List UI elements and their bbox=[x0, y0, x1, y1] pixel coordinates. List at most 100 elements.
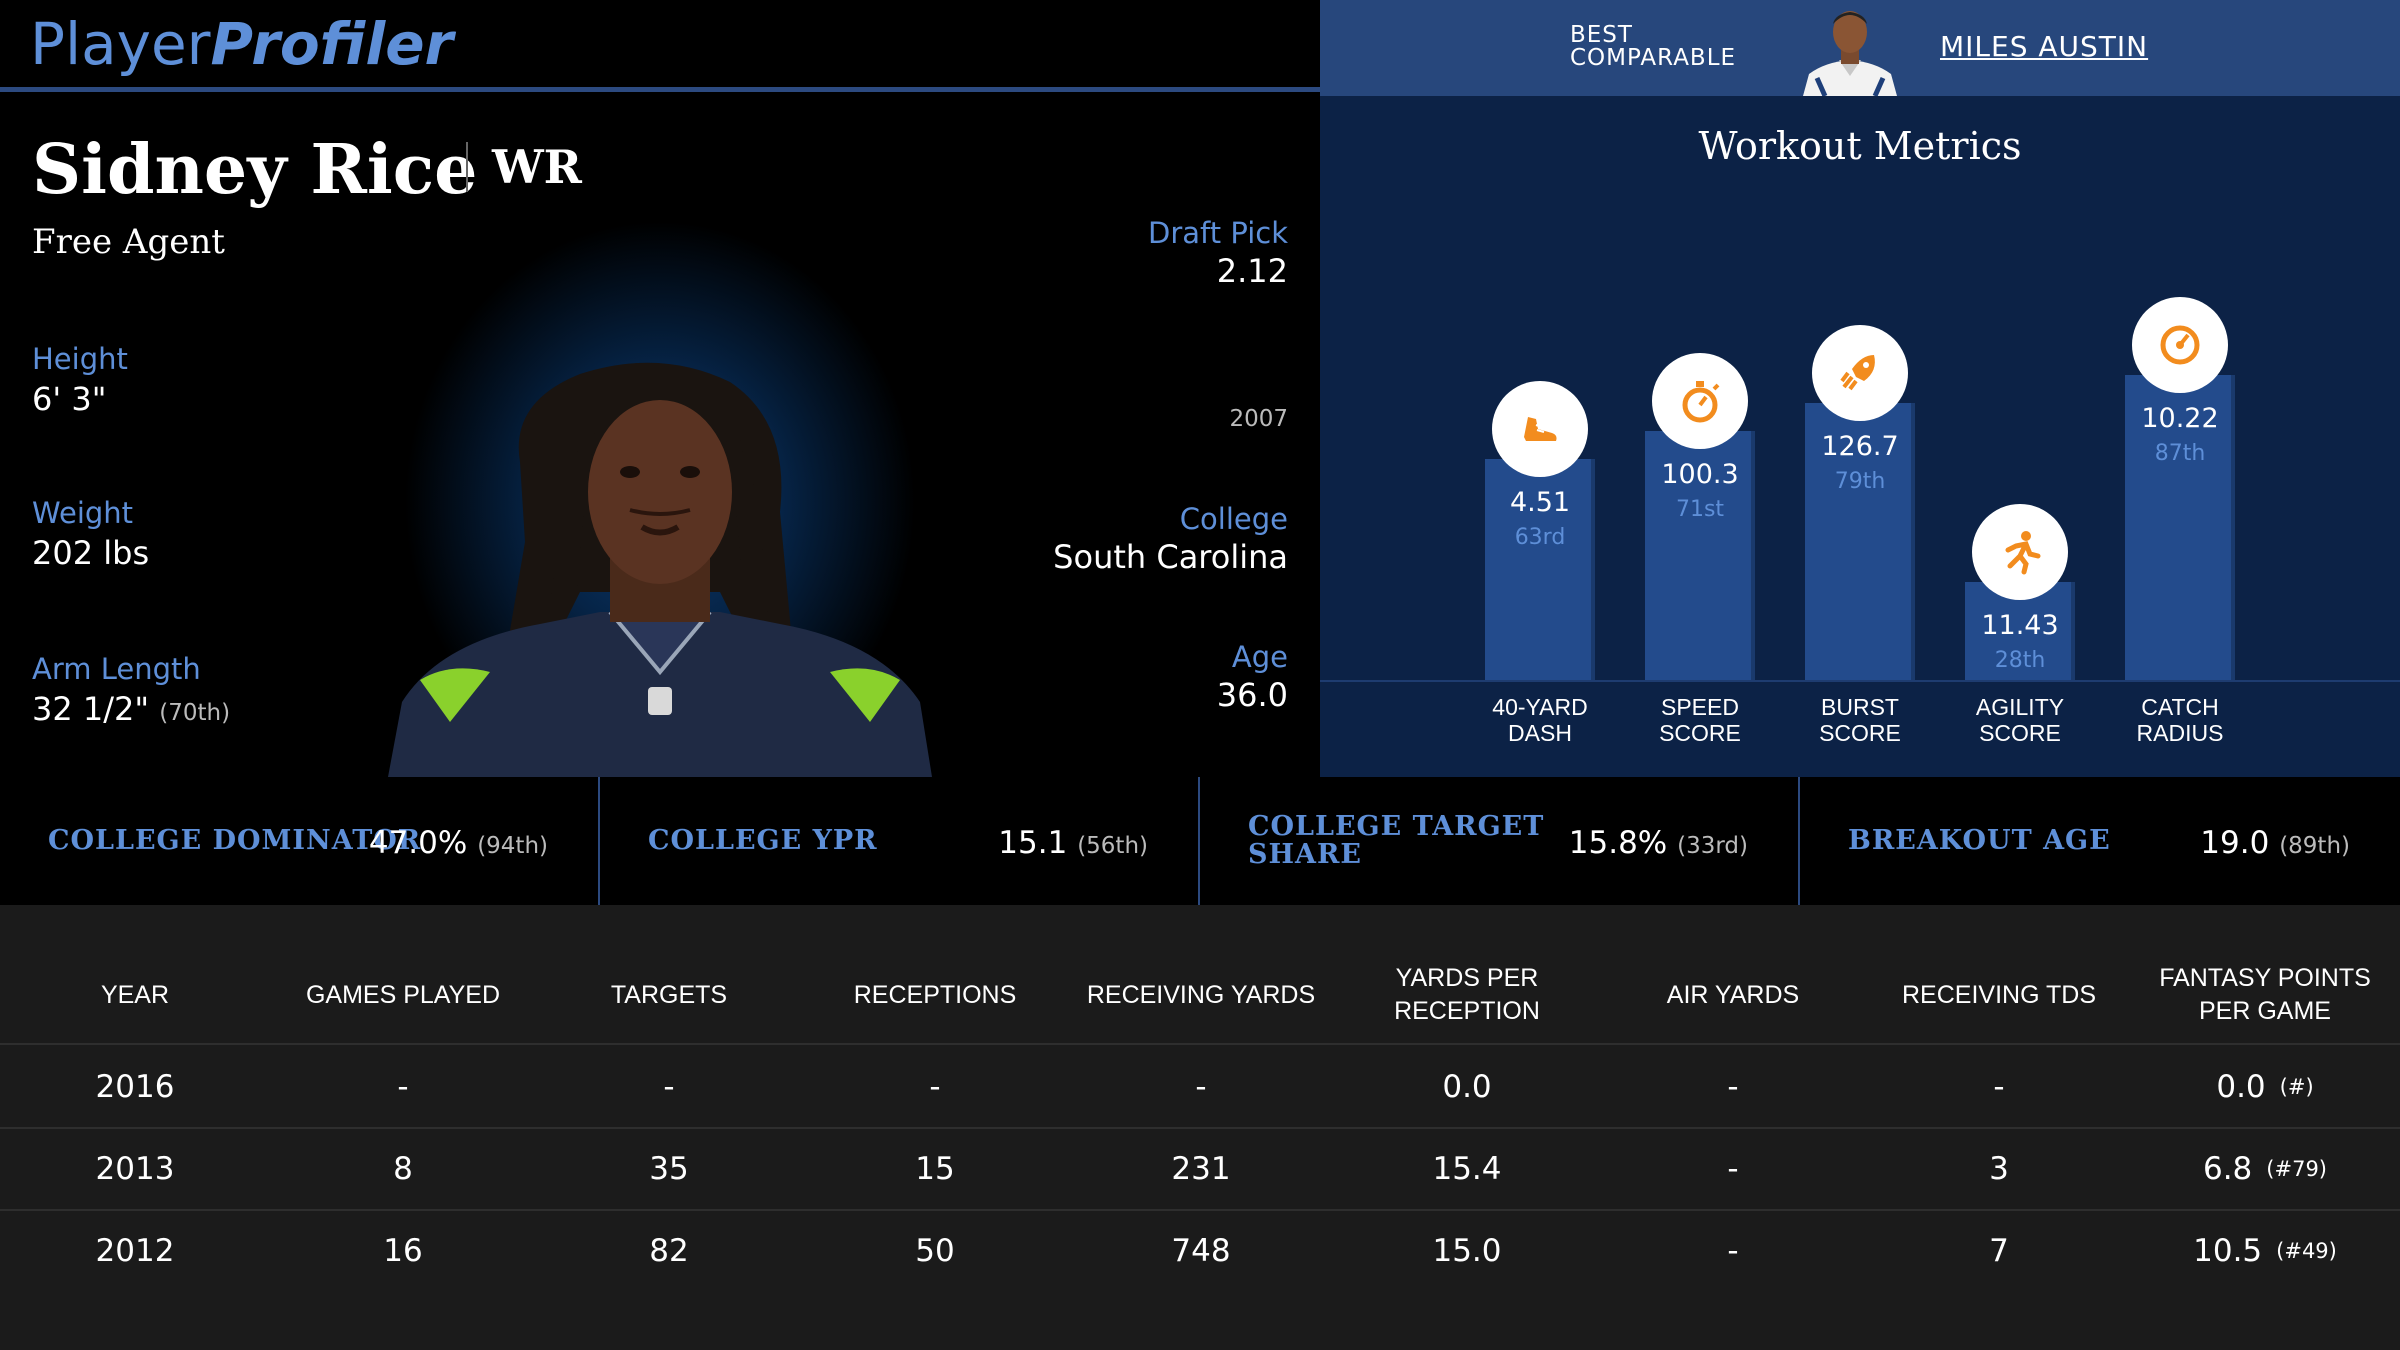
brand-underline bbox=[0, 87, 1320, 92]
gauge-icon bbox=[2160, 325, 2200, 365]
best-comparable-label-line2: COMPARABLE bbox=[1570, 45, 1737, 71]
arm-length-value: 32 1/2" (70th) bbox=[32, 690, 230, 728]
table-cell-year: 2013 bbox=[95, 1151, 175, 1187]
header-receiving-yards[interactable]: RECEIVING YARDS bbox=[1086, 980, 1316, 1009]
table-cell-games: - bbox=[397, 1069, 409, 1105]
table-row: 2016 - - - - 0.0 - - 0.0 (#) bbox=[0, 1047, 2400, 1129]
playerprofiler-logo[interactable]: PlayerProfiler bbox=[30, 10, 453, 78]
table-cell-ypr: 15.4 bbox=[1432, 1151, 1502, 1187]
arm-length-number: 32 1/2" bbox=[32, 690, 150, 728]
college-dominator-percentile: (94th) bbox=[477, 833, 548, 859]
weight-label: Weight bbox=[32, 496, 134, 530]
table-cell-air: - bbox=[1727, 1069, 1739, 1105]
name-divider bbox=[466, 142, 468, 192]
workout-metrics-title: Workout Metrics bbox=[1698, 124, 2022, 168]
workout-value: 126.7 bbox=[1821, 431, 1899, 462]
workout-label: BURST SCORE bbox=[1819, 694, 1901, 746]
arm-length-label: Arm Length bbox=[32, 652, 201, 686]
college-ypr-label: COLLEGE YPR bbox=[648, 825, 878, 856]
college-target-share-cell: COLLEGE TARGET SHARE 15.8% (33rd) bbox=[1200, 777, 1800, 905]
table-cell-receptions: - bbox=[929, 1069, 941, 1105]
table-cell-ypr: 0.0 bbox=[1442, 1069, 1492, 1105]
table-cell-targets: - bbox=[663, 1069, 675, 1105]
workout-bar bbox=[1485, 459, 1595, 680]
table-cell-receptions: 15 bbox=[915, 1151, 955, 1187]
height-value: 6' 3" bbox=[32, 380, 107, 418]
table-cell-games: 16 bbox=[383, 1233, 423, 1269]
player-info-panel: Sidney Rice WR Free Agent Height 6' 3" W… bbox=[0, 92, 1320, 777]
height-label: Height bbox=[32, 342, 128, 376]
stopwatch-icon bbox=[1682, 381, 1720, 423]
breakout-age-percentile: (89th) bbox=[2279, 833, 2350, 859]
best-comparable-label-line1: BEST bbox=[1570, 22, 1633, 48]
table-cell-air: - bbox=[1727, 1233, 1739, 1269]
header-year[interactable]: YEAR bbox=[100, 980, 170, 1009]
player-team: Free Agent bbox=[32, 222, 225, 262]
workout-icon-badge bbox=[1652, 353, 1748, 449]
fantasy-rank: (#) bbox=[2279, 1075, 2314, 1099]
draft-pick-label: Draft Pick bbox=[1148, 216, 1288, 250]
draft-pick-value: 2.12 bbox=[1216, 252, 1288, 290]
table-cell-yards: - bbox=[1195, 1069, 1207, 1105]
workout-percentile: 87th bbox=[2154, 441, 2206, 466]
brand-bar: PlayerProfiler bbox=[0, 0, 1320, 92]
college-target-share-label-line2: SHARE bbox=[1248, 839, 1362, 870]
header-targets[interactable]: TARGETS bbox=[610, 980, 728, 1009]
table-cell-year: 2016 bbox=[95, 1069, 175, 1105]
workout-icon-badge bbox=[2132, 297, 2228, 393]
player-photo bbox=[380, 342, 940, 777]
workout-bar bbox=[1805, 403, 1915, 680]
header-receptions[interactable]: RECEPTIONS bbox=[853, 980, 1017, 1009]
header-receiving-tds[interactable]: RECEIVING TDS bbox=[1901, 980, 2097, 1009]
workout-percentile: 28th bbox=[1994, 648, 2046, 673]
best-comparable-bar: BEST COMPARABLE MILES AUSTIN bbox=[1320, 0, 2400, 96]
college-stats-strip: COLLEGE DOMINATOR 47.0% (94th) COLLEGE Y… bbox=[0, 777, 2400, 905]
player-name: Sidney Rice bbox=[32, 130, 478, 210]
table-cell-games: 8 bbox=[393, 1151, 413, 1187]
workout-bar bbox=[1645, 431, 1755, 680]
shoe-icon bbox=[1524, 417, 1557, 441]
workout-label: 40-YARD DASH bbox=[1492, 694, 1588, 746]
table-header-row: YEAR GAMES PLAYED TARGETS RECEPTIONS REC… bbox=[0, 945, 2400, 1045]
header-air-yards[interactable]: AIR YARDS bbox=[1666, 980, 1800, 1009]
table-cell-tds: 7 bbox=[1989, 1233, 2009, 1269]
weight-value: 202 lbs bbox=[32, 534, 150, 572]
table-cell-yards: 231 bbox=[1171, 1151, 1231, 1187]
college-ypr-value: 15.1 (56th) bbox=[998, 825, 1148, 861]
college-dominator-cell: COLLEGE DOMINATOR 47.0% (94th) bbox=[0, 777, 600, 905]
college-label: College bbox=[1179, 502, 1288, 536]
college-dominator-label: COLLEGE DOMINATOR bbox=[48, 825, 422, 856]
draft-year: 2007 bbox=[1229, 406, 1288, 432]
table-cell-ypr: 15.0 bbox=[1432, 1233, 1502, 1269]
season-stats-table: YEAR GAMES PLAYED TARGETS RECEPTIONS REC… bbox=[0, 905, 2400, 1350]
workout-percentile: 71st bbox=[1675, 497, 1725, 522]
breakout-age-cell: BREAKOUT AGE 19.0 (89th) bbox=[1800, 777, 2400, 905]
college-target-share-label: COLLEGE TARGET SHARE bbox=[1248, 813, 1544, 869]
header-fantasy-points-per-game[interactable]: FANTASY POINTS PER GAME bbox=[2159, 964, 2371, 1025]
chart-baseline bbox=[1320, 680, 2400, 682]
workout-label: CATCH RADIUS bbox=[2136, 694, 2224, 746]
workout-percentile: 79th bbox=[1834, 469, 1886, 494]
arm-length-percentile: (70th) bbox=[159, 700, 231, 726]
header-yards-per-reception[interactable]: YARDS PER RECEPTION bbox=[1394, 964, 1540, 1025]
fantasy-rank: (#79) bbox=[2266, 1157, 2327, 1181]
workout-bar bbox=[2125, 375, 2235, 680]
logo-profiler-text: Profiler bbox=[210, 10, 454, 78]
header-games-played[interactable]: GAMES PLAYED bbox=[305, 980, 501, 1009]
age-value: 36.0 bbox=[1216, 676, 1288, 714]
table-cell-targets: 35 bbox=[649, 1151, 689, 1187]
college-ypr-cell: COLLEGE YPR 15.1 (56th) bbox=[600, 777, 1200, 905]
workout-icon-badge bbox=[1492, 381, 1588, 477]
breakout-age-label: BREAKOUT AGE bbox=[1848, 825, 2111, 856]
college-value: South Carolina bbox=[1053, 538, 1288, 576]
comparable-name-link[interactable]: MILES AUSTIN bbox=[1940, 30, 2149, 63]
table-cell-receptions: 50 bbox=[915, 1233, 955, 1269]
workout-value: 11.43 bbox=[1981, 610, 2059, 641]
workout-icon-badge bbox=[1812, 325, 1908, 421]
workout-value: 4.51 bbox=[1509, 487, 1571, 518]
table-row: 2013 8 35 15 231 15.4 - 3 6.8 (#79) bbox=[0, 1129, 2400, 1211]
table-cell-fppg: 6.8 (#79) bbox=[2202, 1151, 2327, 1187]
college-target-share-label-line1: COLLEGE TARGET bbox=[1248, 811, 1545, 842]
workout-label: AGILITY SCORE bbox=[1975, 694, 2065, 746]
rocket-icon bbox=[1840, 355, 1875, 391]
